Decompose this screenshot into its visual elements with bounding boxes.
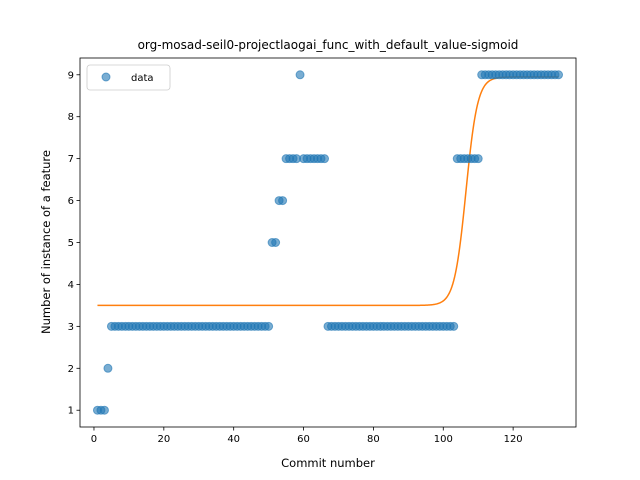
data-point <box>103 363 113 373</box>
data-point <box>473 154 483 164</box>
y-axis-label: Number of instance of a feature <box>39 150 53 334</box>
y-tick-label: 9 <box>68 70 74 81</box>
sigmoid-fit-line <box>97 76 559 307</box>
x-axis: 0 20 40 60 80 100 120 <box>91 427 523 445</box>
data-point <box>554 70 564 80</box>
x-tick-label: 60 <box>297 434 310 445</box>
data-point <box>295 70 305 80</box>
data-point <box>320 154 330 164</box>
y-tick-label: 2 <box>68 364 74 375</box>
y-tick-label: 8 <box>68 112 74 123</box>
y-axis: 1 2 3 4 5 6 7 8 9 <box>68 70 80 417</box>
legend-box <box>86 64 171 91</box>
y-tick-label: 6 <box>68 196 74 207</box>
data-point <box>99 405 109 415</box>
x-tick-label: 100 <box>434 434 453 445</box>
x-tick-label: 20 <box>157 434 170 445</box>
plot-frame <box>79 57 577 428</box>
plot-area <box>79 57 577 428</box>
legend-entry-data: data <box>131 73 154 84</box>
x-tick-label: 120 <box>504 434 523 445</box>
chart-title: org-mosad-seil0-projectlaogai_func_with_… <box>138 38 519 52</box>
y-tick-label: 4 <box>68 280 74 291</box>
x-tick-label: 40 <box>227 434 240 445</box>
x-tick-label: 80 <box>367 434 380 445</box>
y-tick-label: 5 <box>68 238 74 249</box>
x-tick-label: 0 <box>91 434 97 445</box>
fit-line-series <box>97 76 559 307</box>
data-point <box>264 321 274 331</box>
data-series <box>92 70 564 415</box>
legend: data <box>86 64 171 91</box>
x-axis-label: Commit number <box>281 456 375 470</box>
y-tick-label: 1 <box>68 406 74 417</box>
y-tick-label: 7 <box>68 154 74 165</box>
data-point <box>278 196 288 206</box>
y-tick-label: 3 <box>68 322 74 333</box>
legend-marker <box>101 72 111 82</box>
data-point <box>271 238 281 247</box>
data-point <box>449 321 459 331</box>
